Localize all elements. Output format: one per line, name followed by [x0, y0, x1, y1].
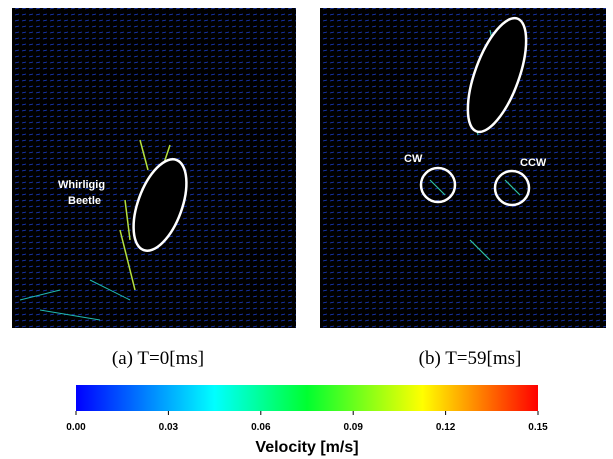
- vector-field: [12, 8, 296, 328]
- annotation: Beetle: [68, 195, 101, 207]
- annotation: CCW: [520, 157, 547, 169]
- vector-highlight: [19, 279, 131, 321]
- tick-label: 0.12: [436, 422, 456, 433]
- caption: (a) T=0[ms]: [112, 348, 204, 369]
- vortex-circle: [419, 166, 457, 204]
- tick-label: 0.00: [66, 422, 86, 433]
- panel-b: CW CCW (b) T=59[ms]: [320, 8, 606, 369]
- beetle-outline: [132, 158, 188, 252]
- tick-label: 0.15: [528, 422, 548, 433]
- tick-label: 0.06: [251, 422, 271, 433]
- tick-label: 0.03: [159, 422, 179, 433]
- annotation: CW: [404, 153, 423, 165]
- vector-highlight: [119, 139, 171, 291]
- colorbar-label: Velocity [m/s]: [255, 439, 358, 456]
- annotation: Whirligig: [58, 179, 105, 191]
- panel-a: Whirligig Beetle (a) T=0[ms]: [12, 8, 296, 369]
- colorbar-ticks: 0.00 0.03 0.06 0.09 0.12 0.15: [66, 411, 548, 433]
- caption: (b) T=59[ms]: [419, 348, 522, 369]
- beetle-outline: [466, 16, 528, 134]
- tick-label: 0.09: [343, 422, 363, 433]
- colorbar: [76, 385, 538, 411]
- vector-field: [320, 8, 606, 328]
- vortex-circle: [493, 169, 531, 207]
